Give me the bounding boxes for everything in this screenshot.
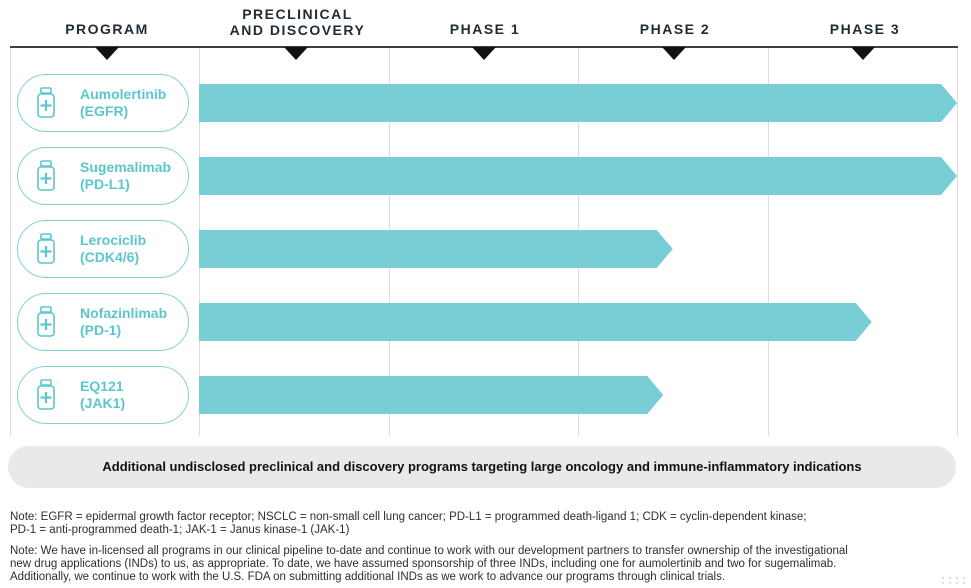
program-name: Lerociclib (CDK4/6)	[80, 232, 146, 266]
licensing-note: Note: We have in-licensed all programs i…	[10, 545, 965, 584]
header-marker-program	[95, 47, 119, 60]
program-name-line1: Lerociclib	[80, 232, 147, 248]
program-name-line1: Aumolertinib	[80, 86, 167, 102]
gridline-preclinical	[199, 48, 200, 436]
header-marker-phase2	[662, 47, 686, 60]
program-pill: Sugemalimab (PD-L1)	[17, 147, 189, 205]
gridline-end	[957, 48, 958, 436]
program-pill: Lerociclib (CDK4/6)	[17, 220, 189, 278]
progress-bar-4	[199, 376, 664, 414]
header-phase2: PHASE 2	[639, 21, 711, 37]
note1-line1: Note: EGFR = epidermal growth factor rec…	[10, 511, 807, 523]
medicine-bottle-icon	[37, 306, 55, 337]
decorative-dots-icon	[942, 577, 965, 584]
medicine-bottle-icon	[37, 87, 55, 118]
note2-line3: Additionally, we continue to work with t…	[10, 571, 726, 583]
medicine-bottle-icon	[37, 379, 55, 410]
program-name-line2: (PD-1)	[80, 322, 122, 338]
medicine-bottle-icon	[37, 233, 55, 264]
program-pill: Nofazinlimab (PD-1)	[17, 293, 189, 351]
header-marker-phase1	[472, 47, 496, 60]
header-preclinical-line1: PRECLINICAL	[242, 6, 353, 22]
program-name-line1: EQ121	[80, 378, 124, 394]
header-marker-phase3	[851, 47, 875, 60]
program-name: EQ121 (JAK1)	[80, 378, 125, 412]
header-preclinical-line2: AND DISCOVERY	[229, 22, 366, 38]
header-phase3: PHASE 3	[829, 21, 901, 37]
gridline-phase3	[768, 48, 769, 436]
header-preclinical: PRECLINICAL AND DISCOVERY	[215, 6, 380, 38]
note2-line2: new drug applications (INDs) to us, as a…	[10, 558, 837, 570]
gridline-phase2	[578, 48, 579, 436]
undisclosed-programs-banner: Additional undisclosed preclinical and d…	[8, 446, 956, 488]
program-pill: Aumolertinib (EGFR)	[17, 74, 189, 132]
abbreviations-note: Note: EGFR = epidermal growth factor rec…	[10, 511, 965, 537]
program-name-line2: (EGFR)	[80, 103, 129, 119]
program-name-line2: (CDK4/6)	[80, 249, 140, 265]
program-name: Nofazinlimab (PD-1)	[80, 305, 167, 339]
program-name: Aumolertinib (EGFR)	[80, 86, 166, 120]
header-marker-preclinical	[284, 47, 308, 60]
program-name-line1: Sugemalimab	[80, 159, 172, 175]
note2-line1: Note: We have in-licensed all programs i…	[10, 545, 848, 557]
note1-line2: PD-1 = anti-programmed death-1; JAK-1 = …	[10, 524, 350, 536]
progress-bar-3	[199, 303, 872, 341]
program-name: Sugemalimab (PD-L1)	[80, 159, 171, 193]
medicine-bottle-icon	[37, 160, 55, 191]
gridline-program	[10, 48, 11, 436]
header-program: PROGRAM	[65, 21, 149, 37]
program-name-line1: Nofazinlimab	[80, 305, 168, 321]
program-name-line2: (JAK1)	[80, 395, 126, 411]
progress-bar-2	[199, 230, 673, 268]
gridline-phase1	[389, 48, 390, 436]
program-pill: EQ121 (JAK1)	[17, 366, 189, 424]
program-name-line2: (PD-L1)	[80, 176, 130, 192]
header-phase1: PHASE 1	[449, 21, 521, 37]
